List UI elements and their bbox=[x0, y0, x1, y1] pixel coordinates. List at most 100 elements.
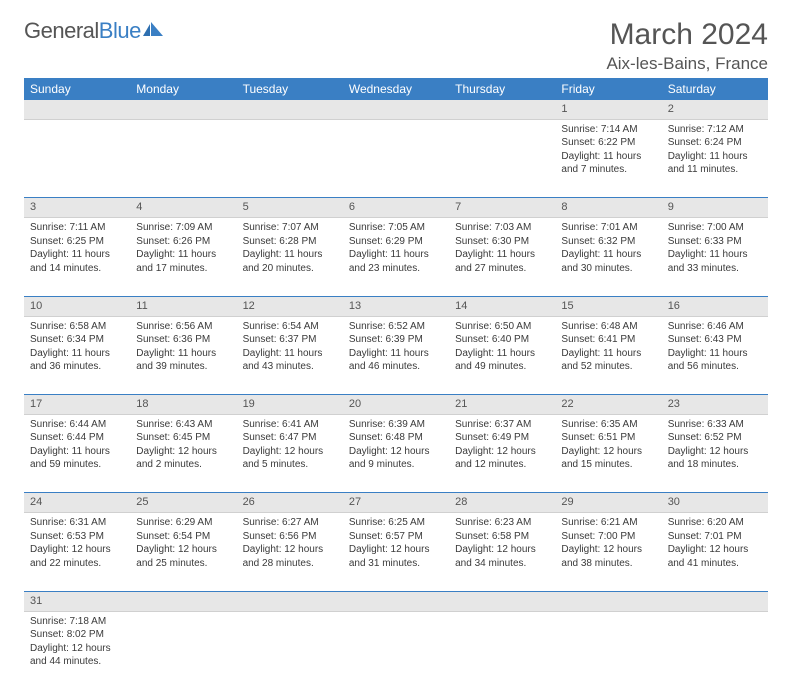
sunrise-line: Sunrise: 6:21 AM bbox=[561, 516, 655, 530]
daylight-line: Daylight: 11 hours and 23 minutes. bbox=[349, 248, 443, 275]
day-content: Sunrise: 6:43 AMSunset: 6:45 PMDaylight:… bbox=[130, 415, 236, 476]
day-number-cell: 5 bbox=[237, 198, 343, 218]
month-title: March 2024 bbox=[606, 18, 768, 52]
sunset-line: Sunset: 6:34 PM bbox=[30, 333, 124, 347]
day-cell: Sunrise: 6:35 AMSunset: 6:51 PMDaylight:… bbox=[555, 414, 661, 492]
day-content: Sunrise: 6:35 AMSunset: 6:51 PMDaylight:… bbox=[555, 415, 661, 476]
sunrise-line: Sunrise: 6:27 AM bbox=[243, 516, 337, 530]
day-number-cell bbox=[343, 100, 449, 119]
sunrise-line: Sunrise: 7:00 AM bbox=[668, 221, 762, 235]
daylight-line: Daylight: 12 hours and 31 minutes. bbox=[349, 543, 443, 570]
daylight-line: Daylight: 11 hours and 46 minutes. bbox=[349, 347, 443, 374]
day-number-cell bbox=[24, 100, 130, 119]
day-cell: Sunrise: 7:03 AMSunset: 6:30 PMDaylight:… bbox=[449, 218, 555, 296]
daynum-row: 3456789 bbox=[24, 198, 768, 218]
day-content: Sunrise: 6:54 AMSunset: 6:37 PMDaylight:… bbox=[237, 317, 343, 378]
day-content-row: Sunrise: 7:14 AMSunset: 6:22 PMDaylight:… bbox=[24, 119, 768, 197]
day-cell: Sunrise: 6:31 AMSunset: 6:53 PMDaylight:… bbox=[24, 513, 130, 591]
sunrise-line: Sunrise: 7:18 AM bbox=[30, 615, 124, 629]
day-content-row: Sunrise: 6:58 AMSunset: 6:34 PMDaylight:… bbox=[24, 316, 768, 394]
weekday-header: Monday bbox=[130, 78, 236, 100]
day-number-cell bbox=[237, 100, 343, 119]
sunset-line: Sunset: 6:28 PM bbox=[243, 235, 337, 249]
day-number-cell: 19 bbox=[237, 395, 343, 415]
day-number-cell: 15 bbox=[555, 296, 661, 316]
day-number-cell bbox=[130, 100, 236, 119]
sunrise-line: Sunrise: 6:25 AM bbox=[349, 516, 443, 530]
sunrise-line: Sunrise: 6:50 AM bbox=[455, 320, 549, 334]
sunset-line: Sunset: 6:44 PM bbox=[30, 431, 124, 445]
day-number-cell: 21 bbox=[449, 395, 555, 415]
daylight-line: Daylight: 11 hours and 27 minutes. bbox=[455, 248, 549, 275]
day-number-cell: 13 bbox=[343, 296, 449, 316]
day-cell: Sunrise: 7:00 AMSunset: 6:33 PMDaylight:… bbox=[662, 218, 768, 296]
sunset-line: Sunset: 8:02 PM bbox=[30, 628, 124, 642]
day-cell: Sunrise: 6:29 AMSunset: 6:54 PMDaylight:… bbox=[130, 513, 236, 591]
calendar-table: SundayMondayTuesdayWednesdayThursdayFrid… bbox=[24, 78, 768, 689]
sunset-line: Sunset: 6:39 PM bbox=[349, 333, 443, 347]
sunrise-line: Sunrise: 7:07 AM bbox=[243, 221, 337, 235]
sunrise-line: Sunrise: 7:11 AM bbox=[30, 221, 124, 235]
day-content: Sunrise: 6:56 AMSunset: 6:36 PMDaylight:… bbox=[130, 317, 236, 378]
day-content-row: Sunrise: 7:11 AMSunset: 6:25 PMDaylight:… bbox=[24, 218, 768, 296]
day-cell: Sunrise: 6:27 AMSunset: 6:56 PMDaylight:… bbox=[237, 513, 343, 591]
weekday-row: SundayMondayTuesdayWednesdayThursdayFrid… bbox=[24, 78, 768, 100]
daylight-line: Daylight: 11 hours and 59 minutes. bbox=[30, 445, 124, 472]
day-content: Sunrise: 6:58 AMSunset: 6:34 PMDaylight:… bbox=[24, 317, 130, 378]
day-cell: Sunrise: 6:54 AMSunset: 6:37 PMDaylight:… bbox=[237, 316, 343, 394]
day-content: Sunrise: 7:07 AMSunset: 6:28 PMDaylight:… bbox=[237, 218, 343, 279]
daylight-line: Daylight: 12 hours and 34 minutes. bbox=[455, 543, 549, 570]
day-content: Sunrise: 6:21 AMSunset: 7:00 PMDaylight:… bbox=[555, 513, 661, 574]
day-number-cell bbox=[130, 591, 236, 611]
sunrise-line: Sunrise: 6:37 AM bbox=[455, 418, 549, 432]
day-cell: Sunrise: 7:14 AMSunset: 6:22 PMDaylight:… bbox=[555, 119, 661, 197]
sunrise-line: Sunrise: 6:35 AM bbox=[561, 418, 655, 432]
daylight-line: Daylight: 12 hours and 41 minutes. bbox=[668, 543, 762, 570]
sunrise-line: Sunrise: 7:14 AM bbox=[561, 123, 655, 137]
day-cell: Sunrise: 6:41 AMSunset: 6:47 PMDaylight:… bbox=[237, 414, 343, 492]
day-cell bbox=[449, 119, 555, 197]
daylight-line: Daylight: 11 hours and 17 minutes. bbox=[136, 248, 230, 275]
daylight-line: Daylight: 11 hours and 20 minutes. bbox=[243, 248, 337, 275]
brand-logo: GeneralBlue bbox=[24, 18, 165, 44]
day-content: Sunrise: 7:12 AMSunset: 6:24 PMDaylight:… bbox=[662, 120, 768, 181]
daynum-row: 10111213141516 bbox=[24, 296, 768, 316]
day-cell: Sunrise: 7:11 AMSunset: 6:25 PMDaylight:… bbox=[24, 218, 130, 296]
daylight-line: Daylight: 12 hours and 18 minutes. bbox=[668, 445, 762, 472]
day-cell: Sunrise: 7:07 AMSunset: 6:28 PMDaylight:… bbox=[237, 218, 343, 296]
daylight-line: Daylight: 11 hours and 39 minutes. bbox=[136, 347, 230, 374]
day-cell: Sunrise: 6:37 AMSunset: 6:49 PMDaylight:… bbox=[449, 414, 555, 492]
day-cell: Sunrise: 6:46 AMSunset: 6:43 PMDaylight:… bbox=[662, 316, 768, 394]
day-cell bbox=[343, 119, 449, 197]
day-cell bbox=[555, 611, 661, 689]
day-cell: Sunrise: 6:33 AMSunset: 6:52 PMDaylight:… bbox=[662, 414, 768, 492]
daylight-line: Daylight: 12 hours and 22 minutes. bbox=[30, 543, 124, 570]
sunrise-line: Sunrise: 6:44 AM bbox=[30, 418, 124, 432]
day-content-row: Sunrise: 7:18 AMSunset: 8:02 PMDaylight:… bbox=[24, 611, 768, 689]
sunset-line: Sunset: 6:51 PM bbox=[561, 431, 655, 445]
day-number-cell: 22 bbox=[555, 395, 661, 415]
page-header: GeneralBlue March 2024 Aix-les-Bains, Fr… bbox=[24, 18, 768, 74]
sunrise-line: Sunrise: 6:56 AM bbox=[136, 320, 230, 334]
day-number-cell: 26 bbox=[237, 493, 343, 513]
day-number-cell: 28 bbox=[449, 493, 555, 513]
day-cell: Sunrise: 6:48 AMSunset: 6:41 PMDaylight:… bbox=[555, 316, 661, 394]
sunrise-line: Sunrise: 6:48 AM bbox=[561, 320, 655, 334]
logo-flag-icon bbox=[143, 18, 165, 44]
sunset-line: Sunset: 6:45 PM bbox=[136, 431, 230, 445]
sunset-line: Sunset: 6:52 PM bbox=[668, 431, 762, 445]
weekday-header: Saturday bbox=[662, 78, 768, 100]
brand-part2: Blue bbox=[99, 18, 141, 44]
day-content: Sunrise: 6:20 AMSunset: 7:01 PMDaylight:… bbox=[662, 513, 768, 574]
day-cell: Sunrise: 6:58 AMSunset: 6:34 PMDaylight:… bbox=[24, 316, 130, 394]
day-number-cell: 10 bbox=[24, 296, 130, 316]
day-cell: Sunrise: 6:25 AMSunset: 6:57 PMDaylight:… bbox=[343, 513, 449, 591]
daylight-line: Daylight: 12 hours and 28 minutes. bbox=[243, 543, 337, 570]
day-number-cell: 11 bbox=[130, 296, 236, 316]
daylight-line: Daylight: 11 hours and 11 minutes. bbox=[668, 150, 762, 177]
day-cell bbox=[237, 611, 343, 689]
day-cell: Sunrise: 6:20 AMSunset: 7:01 PMDaylight:… bbox=[662, 513, 768, 591]
daylight-line: Daylight: 12 hours and 38 minutes. bbox=[561, 543, 655, 570]
sunset-line: Sunset: 6:37 PM bbox=[243, 333, 337, 347]
sunset-line: Sunset: 6:32 PM bbox=[561, 235, 655, 249]
